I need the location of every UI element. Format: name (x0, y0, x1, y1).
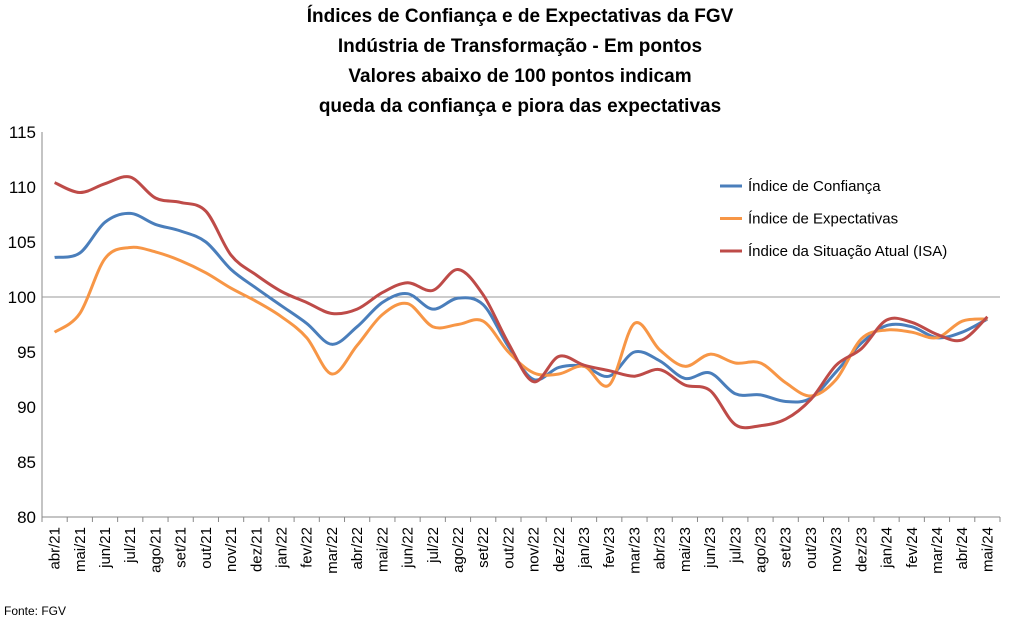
x-tick-label: fev/24 (904, 527, 921, 568)
x-tick-label: nov/21 (223, 527, 240, 572)
x-tick-label: mai/22 (374, 527, 391, 572)
x-tick-label: jul/22 (425, 527, 442, 564)
x-tick-label: fev/22 (299, 527, 316, 568)
x-tick-label: dez/23 (853, 527, 870, 572)
x-tick-label: set/21 (173, 527, 190, 568)
y-tick-label: 90 (17, 398, 36, 417)
x-tick-label: mar/22 (324, 527, 341, 574)
legend-label: Índice da Situação Atual (ISA) (748, 243, 947, 260)
x-tick-label: mar/23 (626, 527, 643, 574)
series-line (54, 211, 989, 404)
x-tick-label: set/23 (778, 527, 795, 568)
source: Fonte: FGV (4, 604, 66, 618)
series-line (53, 175, 989, 430)
x-tick-label: jun/23 (702, 527, 719, 569)
x-tick-label: set/22 (475, 527, 492, 568)
x-tick-label: abr/23 (652, 527, 669, 570)
x-tick-label: mai/23 (677, 527, 694, 572)
y-tick-label: 85 (17, 453, 36, 472)
x-tick-label: fev/23 (601, 527, 618, 568)
chart-title: Índices de Confiança e de Expectativas d… (307, 5, 734, 27)
x-tick-label: jul/21 (122, 527, 139, 564)
x-tick-label: ago/23 (753, 527, 770, 573)
x-tick-label: jun/22 (400, 527, 417, 569)
chart-title: queda da confiança e piora das expectati… (319, 96, 721, 117)
chart-title: Valores abaixo de 100 pontos indicam (348, 66, 691, 87)
x-tick-label: jan/23 (576, 527, 593, 569)
y-tick-label: 80 (17, 508, 36, 527)
x-tick-label: abr/21 (47, 527, 64, 570)
x-tick-label: jun/21 (97, 527, 114, 569)
x-tick-label: dez/21 (248, 527, 265, 572)
x-tick-label: ago/21 (147, 527, 164, 573)
x-tick-label: dez/22 (551, 527, 568, 572)
x-tick-label: nov/22 (526, 527, 543, 572)
y-tick-label: 110 (9, 178, 36, 197)
x-tick-label: abr/24 (954, 527, 971, 570)
series-line (53, 245, 988, 398)
x-tick-label: out/22 (500, 527, 517, 569)
x-tick-label: mai/24 (979, 527, 996, 572)
x-tick-label: nov/23 (828, 527, 845, 572)
x-tick-label: jan/22 (274, 527, 291, 569)
x-tick-label: out/23 (803, 527, 820, 569)
x-tick-label: mar/24 (929, 527, 946, 574)
x-tick-label: mai/21 (72, 527, 89, 572)
legend-label: Índice de Expectativas (748, 211, 898, 228)
y-tick-label: 115 (9, 123, 36, 142)
x-tick-label: out/21 (198, 527, 215, 569)
x-tick-label: jul/23 (727, 527, 744, 564)
x-tick-label: jan/24 (879, 527, 896, 569)
x-tick-label: abr/22 (349, 527, 366, 570)
chart-title: Indústria de Transformação - Em pontos (338, 36, 702, 57)
y-tick-label: 100 (8, 288, 36, 307)
legend-label: Índice de Confiança (748, 178, 881, 195)
x-tick-label: ago/22 (450, 527, 467, 573)
y-tick-label: 105 (8, 233, 36, 252)
y-tick-label: 95 (17, 343, 36, 362)
